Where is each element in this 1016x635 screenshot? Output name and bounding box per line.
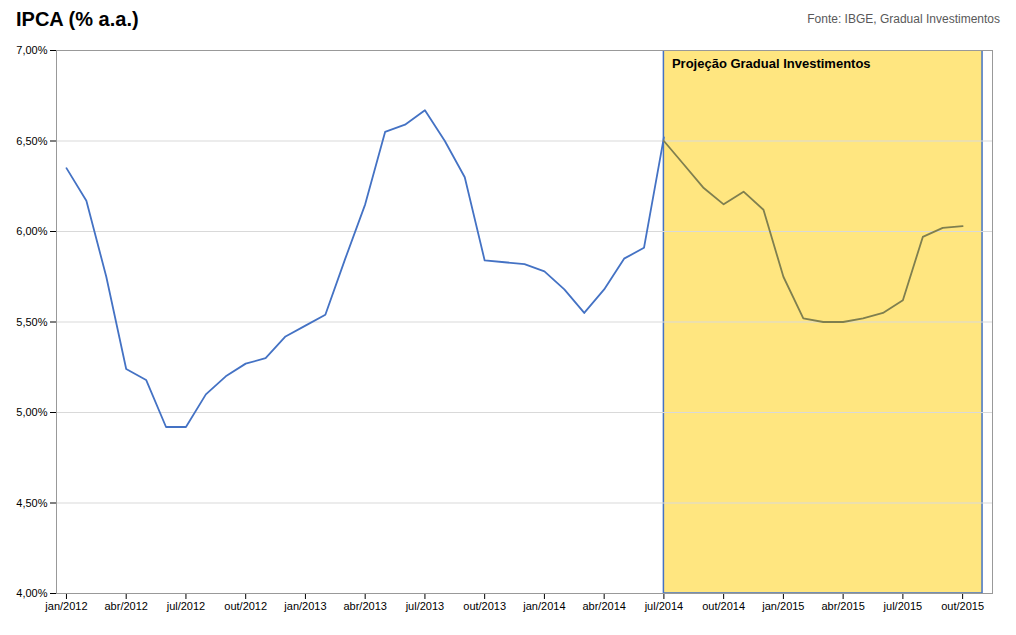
svg-text:5,00%: 5,00% [16, 406, 47, 418]
svg-text:4,50%: 4,50% [16, 497, 47, 509]
svg-text:4,00%: 4,00% [16, 587, 47, 599]
svg-text:out/2013: out/2013 [463, 600, 506, 612]
svg-text:abr/2013: abr/2013 [343, 600, 386, 612]
svg-text:6,50%: 6,50% [16, 135, 47, 147]
svg-text:jul/2012: jul/2012 [166, 600, 206, 612]
svg-text:abr/2014: abr/2014 [582, 600, 625, 612]
svg-text:jan/2012: jan/2012 [44, 600, 87, 612]
svg-text:abr/2015: abr/2015 [821, 600, 864, 612]
html-text:Fonte: IBGE, Gradual Investime: Fonte: IBGE, Gradual Investimentos [807, 12, 1000, 26]
svg-text:5,50%: 5,50% [16, 316, 47, 328]
svg-text:out/2014: out/2014 [702, 600, 745, 612]
svg-text:jan/2015: jan/2015 [761, 600, 804, 612]
svg-text:jul/2015: jul/2015 [883, 600, 923, 612]
svg-text:out/2015: out/2015 [941, 600, 984, 612]
svg-text:out/2012: out/2012 [224, 600, 267, 612]
html-text:IPCA (% a.a.): IPCA (% a.a.) [16, 8, 139, 30]
svg-text:jan/2013: jan/2013 [283, 600, 326, 612]
svg-text:jul/2014: jul/2014 [644, 600, 684, 612]
svg-text:abr/2012: abr/2012 [104, 600, 147, 612]
svg-text:Projeção Gradual Investimentos: Projeção Gradual Investimentos [672, 56, 871, 71]
svg-text:jan/2014: jan/2014 [522, 600, 565, 612]
svg-text:6,00%: 6,00% [16, 225, 47, 237]
svg-text:7,00%: 7,00% [16, 44, 47, 56]
svg-text:jul/2013: jul/2013 [405, 600, 445, 612]
